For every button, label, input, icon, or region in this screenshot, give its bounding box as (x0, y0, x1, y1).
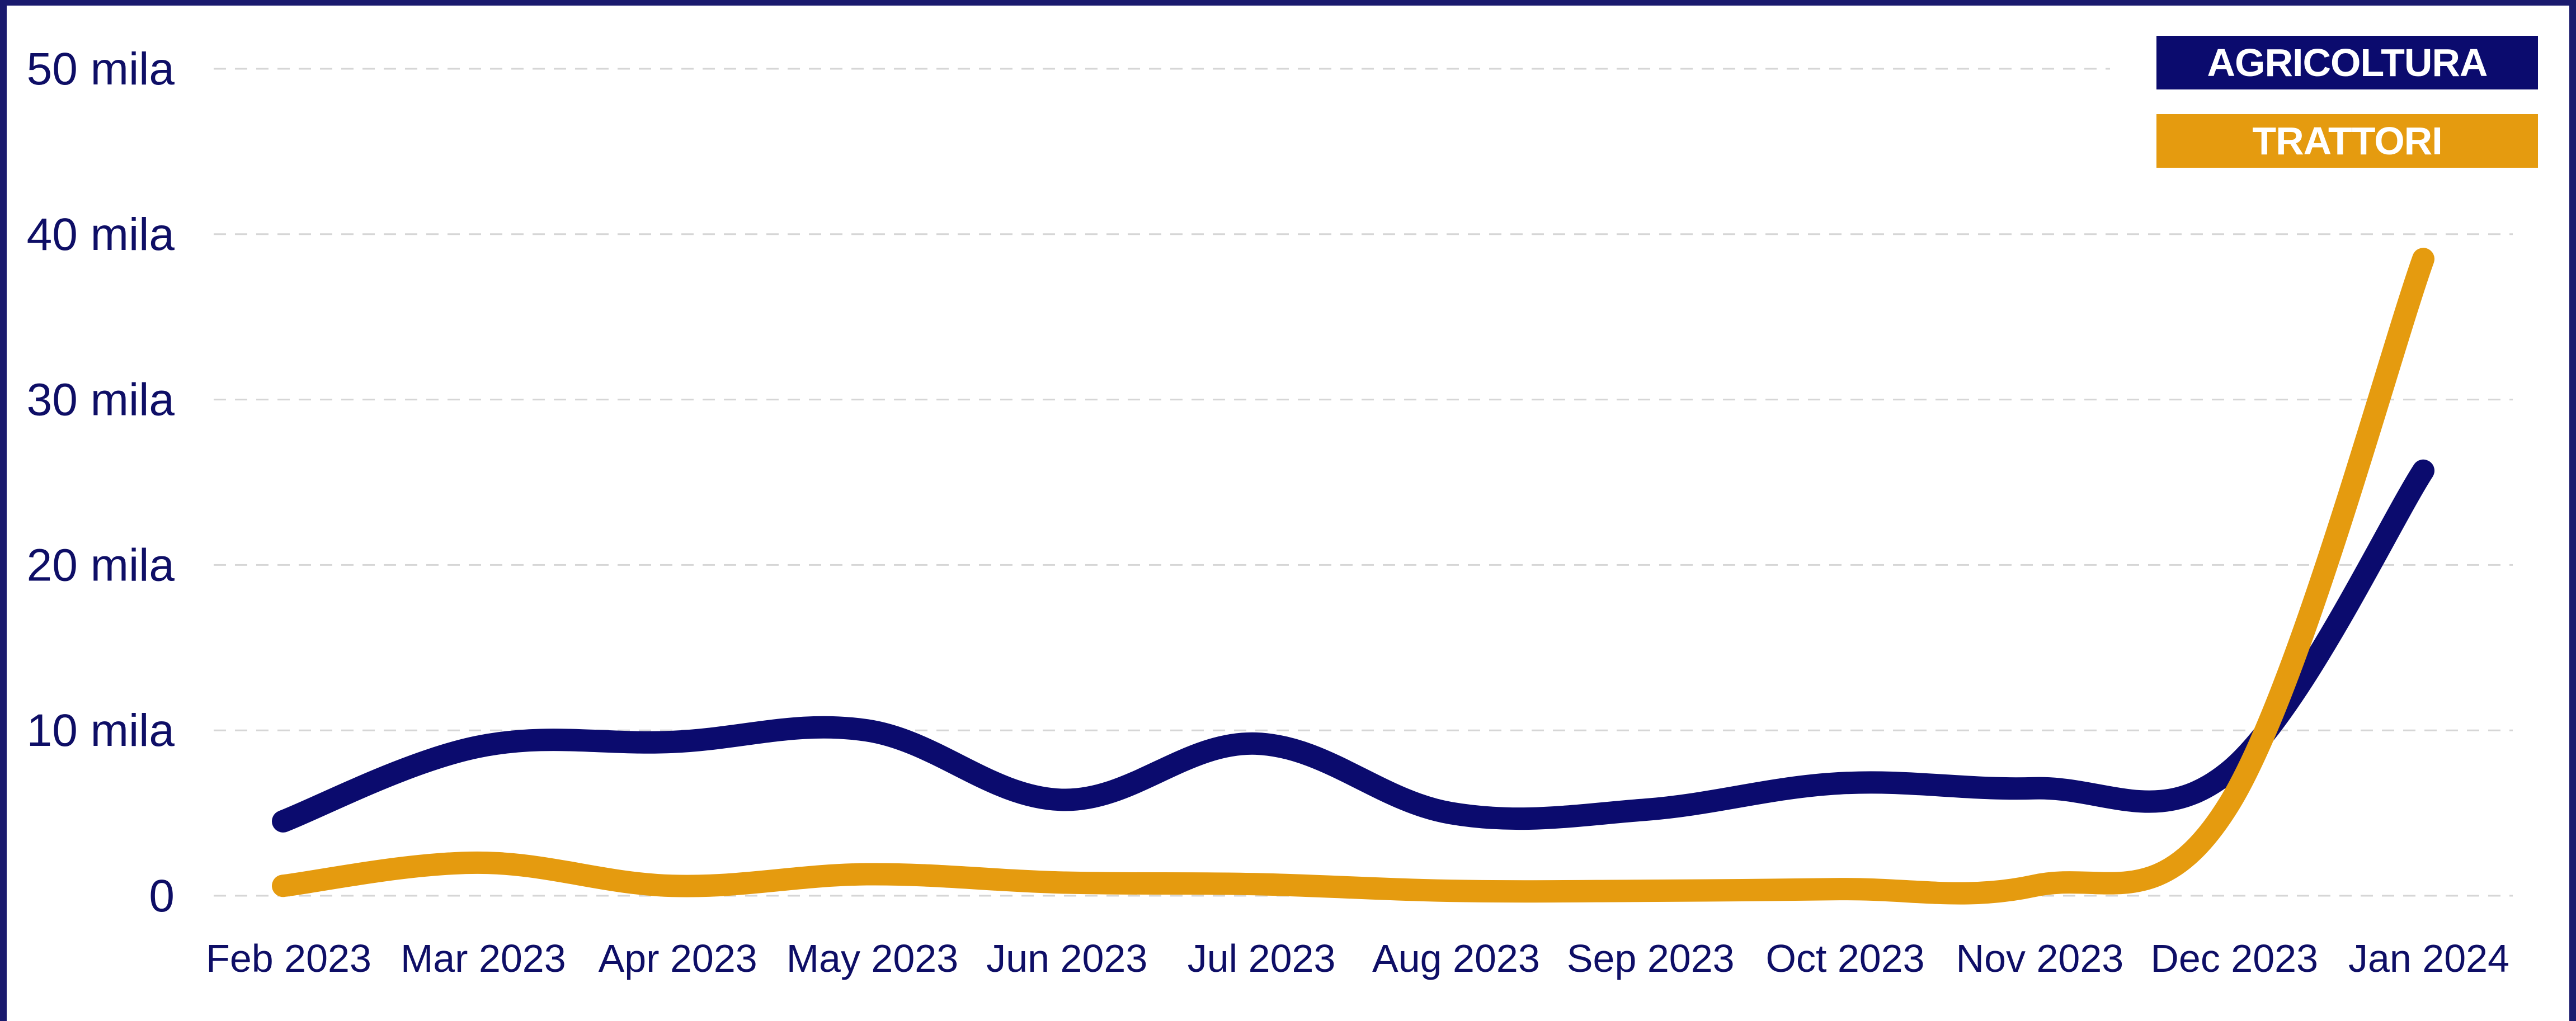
x-axis-ticks: Feb 2023 Mar 2023 Apr 2023 May 2023 Jun 2023… (206, 937, 2509, 980)
legend-agricoltura: AGRICOLTURA (2156, 36, 2538, 89)
y-tick-label: 30 mila (27, 375, 175, 426)
x-tick-label: Nov 2023 (1956, 937, 2124, 980)
series-line-trattori (272, 248, 2434, 905)
y-tick-label: 10 mila (27, 705, 175, 756)
x-tick-label: Mar 2023 (401, 937, 566, 980)
y-tick-label: 40 mila (27, 209, 175, 260)
x-tick-label: Jun 2023 (986, 937, 1147, 980)
x-tick-label: Dec 2023 (2150, 937, 2318, 980)
x-tick-label: Jan 2024 (2348, 937, 2509, 980)
x-tick-label: Feb 2023 (206, 937, 371, 980)
x-tick-label: May 2023 (787, 937, 958, 980)
x-tick-label: Aug 2023 (1372, 937, 1540, 980)
legend-trattori: TRATTORI (2156, 114, 2538, 168)
x-tick-label: Sep 2023 (1567, 937, 1735, 980)
x-tick-label: Jul 2023 (1188, 937, 1336, 980)
x-tick-label: Oct 2023 (1766, 937, 1925, 980)
series-line-agricoltura (272, 459, 2434, 833)
series-lines (272, 248, 2434, 905)
x-tick-label: Apr 2023 (599, 937, 757, 980)
legend-label-agricoltura: AGRICOLTURA (2207, 41, 2488, 84)
y-tick-label: 0 (149, 871, 175, 921)
y-tick-label: 50 mila (27, 44, 175, 94)
y-axis-ticks: 0 10 mila 20 mila 30 mila 40 mila 50 mila (27, 44, 175, 921)
line-chart: 0 10 mila 20 mila 30 mila 40 mila 50 mila Feb… (27, 44, 2513, 980)
y-tick-label: 20 mila (27, 540, 175, 590)
chart-frame: 0 10 mila 20 mila 30 mila 40 mila 50 mila Feb… (7, 6, 2569, 1021)
legend-label-trattori: TRATTORI (2252, 119, 2442, 163)
